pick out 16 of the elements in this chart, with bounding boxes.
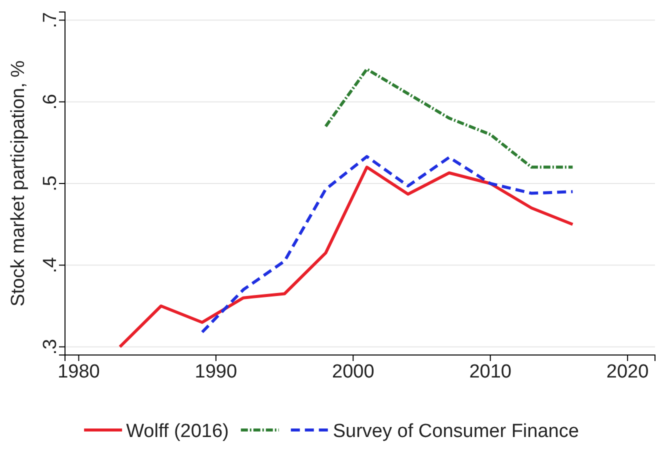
x-tick-label: 2020 (606, 361, 649, 382)
x-tick-label: 1980 (58, 361, 100, 382)
line-series (200, 155, 574, 334)
y-tick-label: .4 (40, 256, 61, 274)
y-axis-title: Stock market participation, % (8, 60, 29, 307)
y-tick-label: .6 (40, 94, 61, 110)
y-tick-label: .5 (40, 176, 61, 192)
legend-label: Wolff (2016) (126, 421, 229, 442)
y-tick-label: .7 (40, 12, 61, 28)
y-tick-label: .3 (40, 338, 61, 355)
legend-label: Survey of Consumer Finance (332, 421, 579, 442)
x-tick-label: 1990 (194, 361, 238, 382)
x-tick-label: 2000 (332, 361, 374, 382)
line-series (324, 68, 574, 169)
line-series (118, 166, 574, 348)
x-tick-label: 2010 (469, 361, 512, 382)
